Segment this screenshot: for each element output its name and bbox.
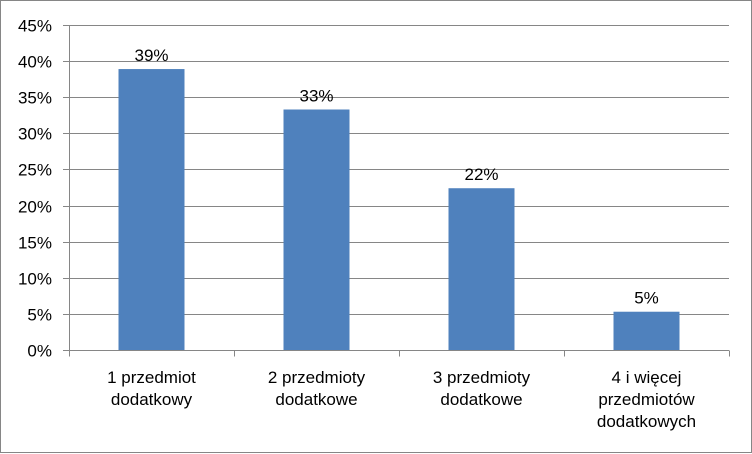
data-label: 22% bbox=[464, 165, 498, 184]
y-tick-label: 35% bbox=[18, 89, 52, 108]
y-tick-label: 30% bbox=[18, 125, 52, 144]
data-label: 33% bbox=[299, 87, 333, 106]
bar bbox=[118, 69, 185, 351]
category-label: 4 i więcej bbox=[612, 368, 682, 387]
bar bbox=[613, 311, 680, 350]
y-tick-label: 10% bbox=[18, 270, 52, 289]
category-label: 2 przedmioty bbox=[268, 368, 366, 387]
data-label: 39% bbox=[134, 46, 168, 65]
category-label: przedmiotów bbox=[598, 390, 695, 409]
category-label: dodatkowe bbox=[275, 390, 357, 409]
y-tick-label: 0% bbox=[27, 342, 52, 361]
category-label: dodatkowy bbox=[111, 390, 193, 409]
y-tick-label: 25% bbox=[18, 161, 52, 180]
category-label: 1 przedmiot bbox=[107, 368, 196, 387]
y-tick-label: 40% bbox=[18, 53, 52, 72]
bar bbox=[448, 188, 515, 350]
axes bbox=[63, 25, 730, 357]
y-tick-label: 20% bbox=[18, 198, 52, 217]
y-tick-label: 45% bbox=[18, 17, 52, 36]
bars bbox=[118, 69, 680, 351]
category-label: dodatkowe bbox=[440, 390, 522, 409]
category-label: dodatkowych bbox=[597, 412, 696, 431]
data-label: 5% bbox=[634, 289, 659, 308]
y-tick-label: 15% bbox=[18, 234, 52, 253]
bar bbox=[283, 109, 350, 350]
labels: 0% 5% 10% 15% 20% 25% 30% 35% 40% 45% 39% 1 przedmi… bbox=[18, 17, 696, 432]
y-tick-label: 5% bbox=[27, 306, 52, 325]
category-label: 3 przedmioty bbox=[433, 368, 531, 387]
